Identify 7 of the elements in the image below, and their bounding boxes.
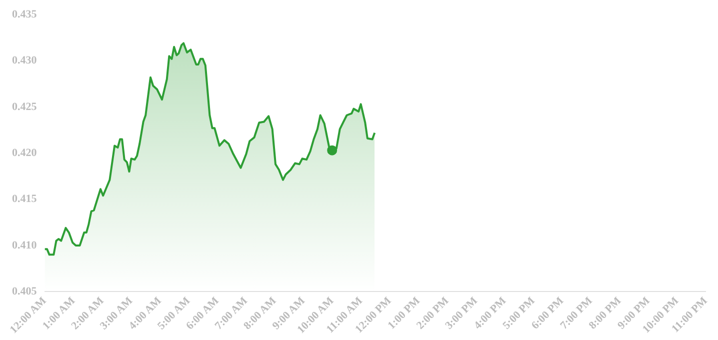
y-tick-label: 0.415 (12, 193, 38, 206)
y-tick-label: 0.420 (12, 146, 38, 159)
y-tick-label: 0.430 (12, 54, 38, 67)
y-tick-label: 0.405 (12, 285, 38, 298)
y-tick-label: 0.435 (12, 8, 38, 20)
y-tick-label: 0.410 (12, 239, 38, 252)
y-tick-label: 0.425 (12, 100, 38, 113)
